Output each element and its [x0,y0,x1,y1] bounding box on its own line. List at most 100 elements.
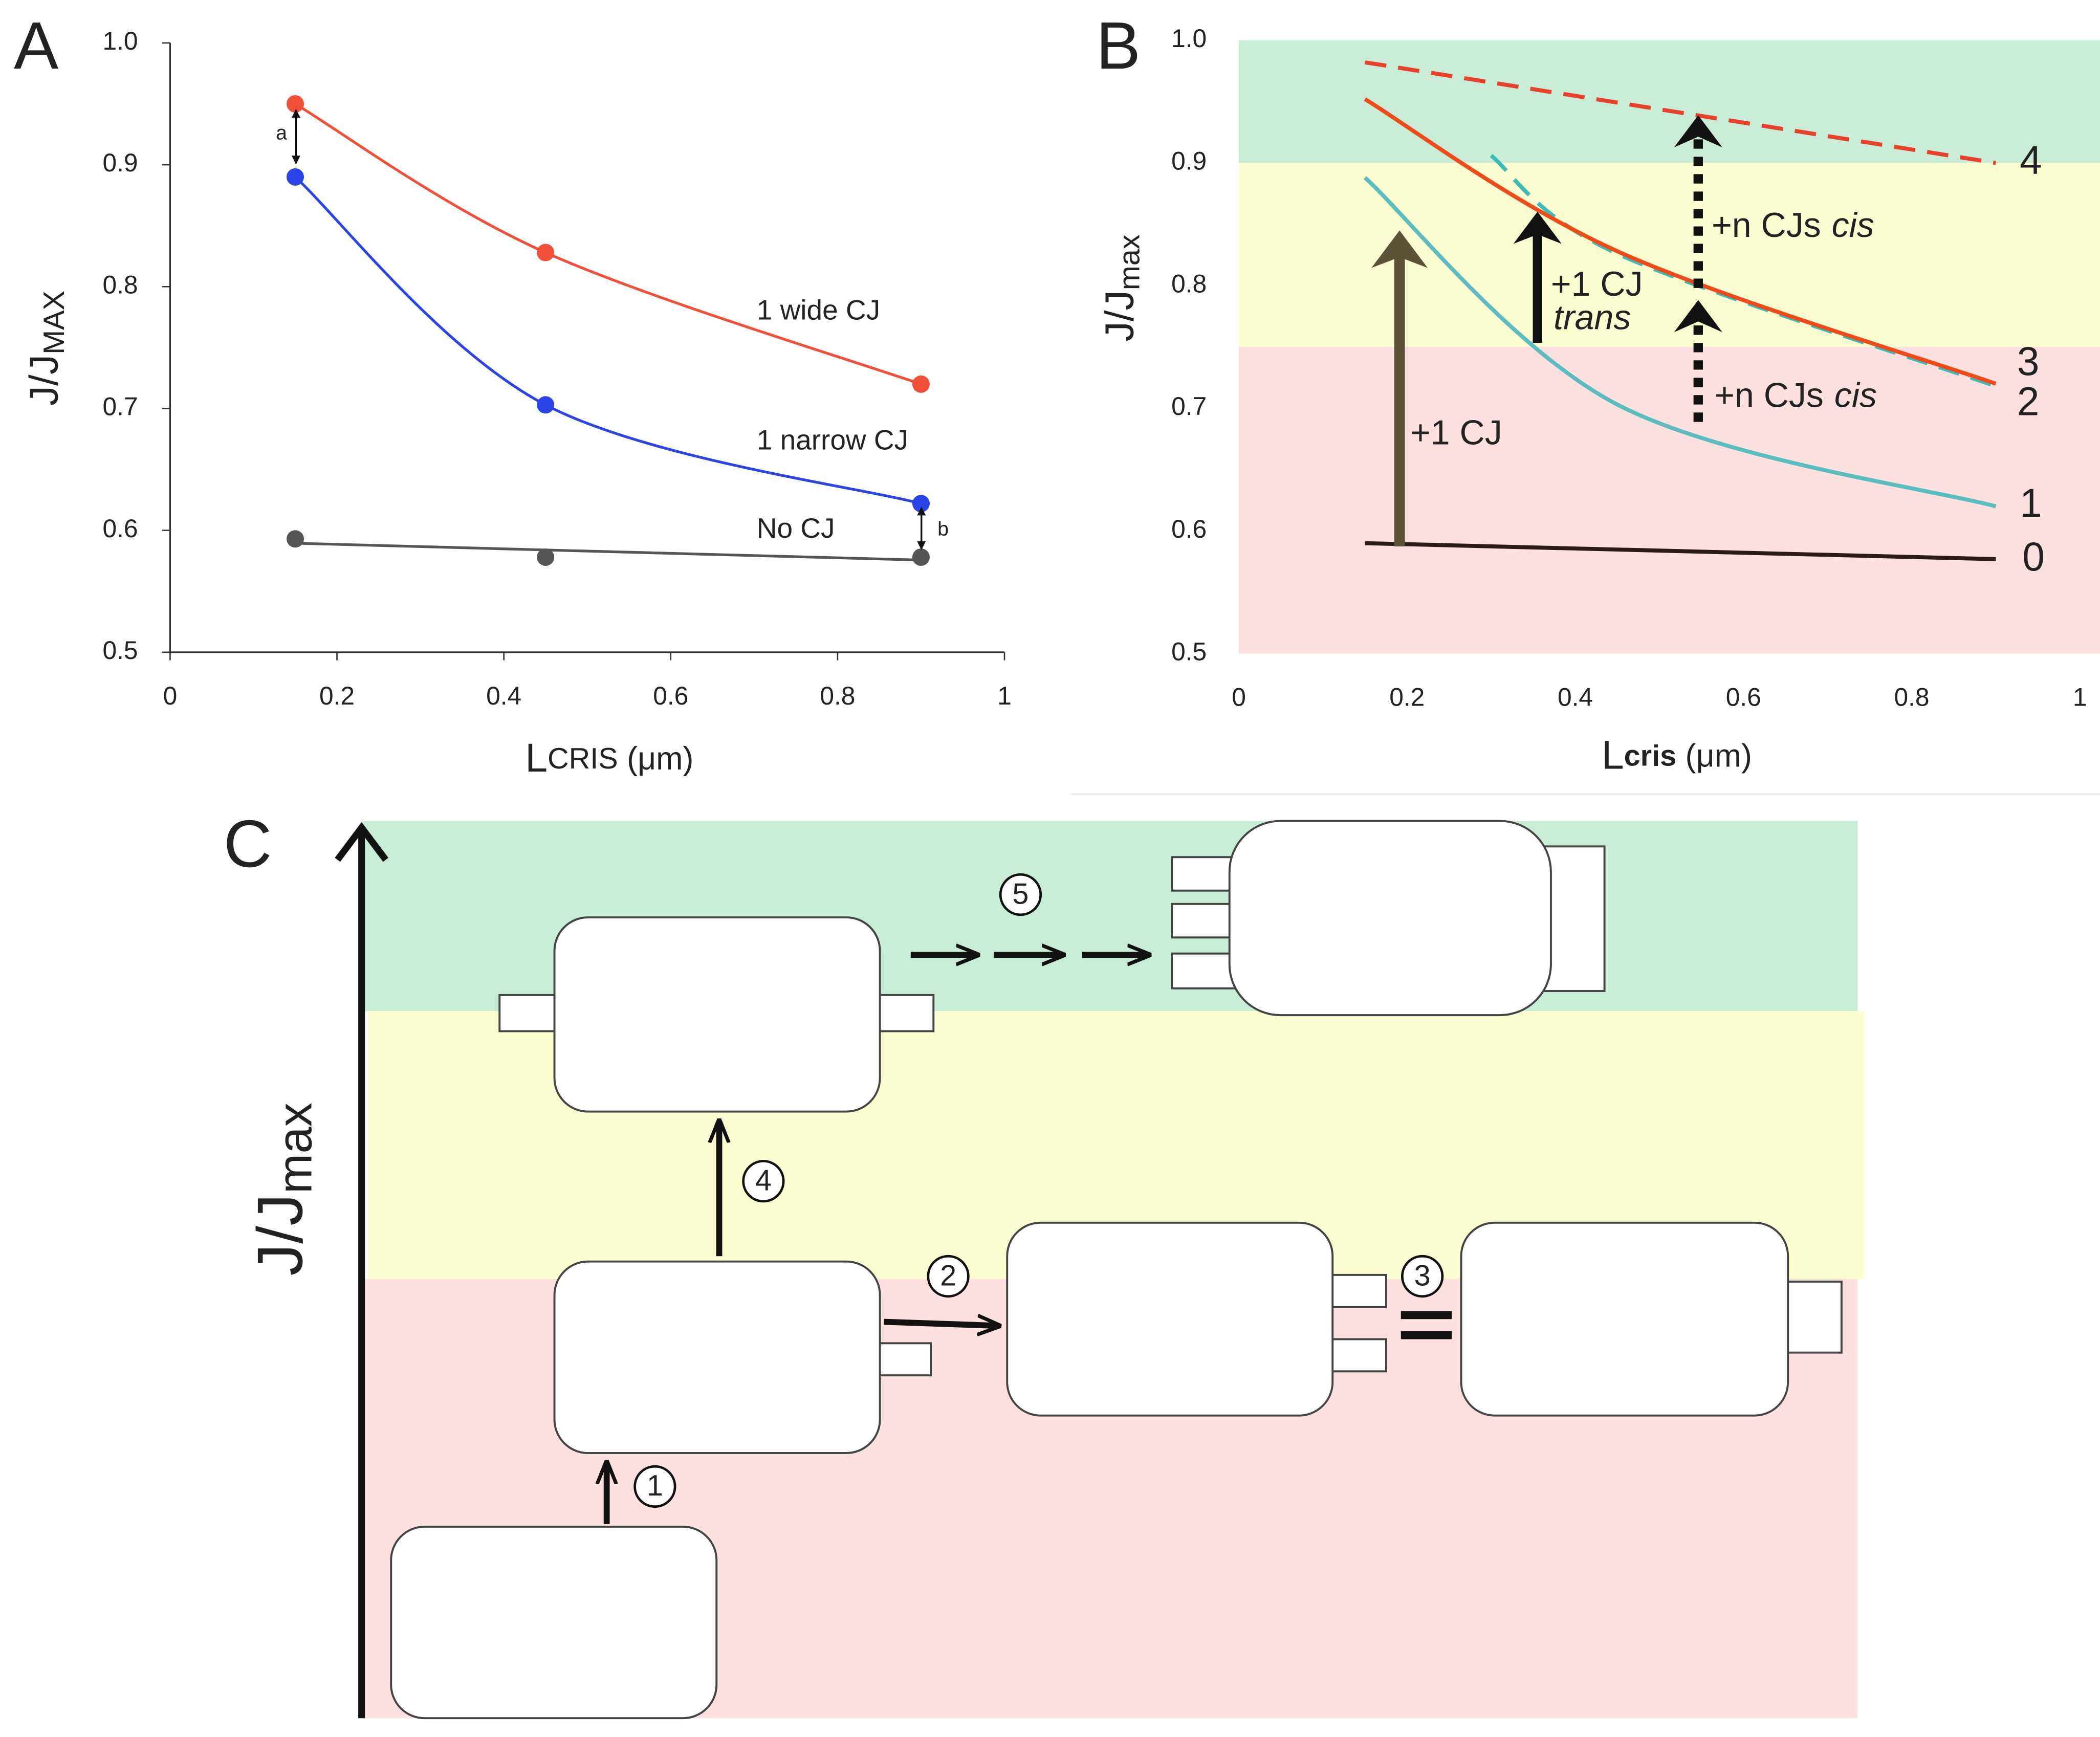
label-part: max [1113,234,1146,290]
y-axis-label: J/JMAX [21,291,71,406]
x-tick-label: 1 [997,681,1012,710]
x-tick-label: 0.2 [1389,683,1425,712]
crista [390,1525,718,1720]
step-number: 2 [940,1259,956,1292]
series-label: 1 narrow CJ [757,424,908,455]
fit-line [295,542,922,562]
panel-label: C [224,806,272,881]
label-part: +n CJs [1714,376,1824,414]
annotation: trans [1554,298,1631,337]
crista [553,1260,881,1454]
panel-b: 0.5 0.6 0.7 0.8 0.9 1.0 0 0.2 0.4 0.6 0.8 1 B J/Jmax L… [1096,8,2100,777]
x-tick-label: 0.4 [1558,683,1593,712]
series-label: 4 [2020,138,2042,183]
y-tick-label: 0.7 [1171,392,1207,421]
y-tick-label: 0.8 [102,270,138,299]
effect-arrow-head [1371,230,1428,268]
x-axis-label: Lcris (μm) [1602,732,1752,777]
crista [1460,1221,1789,1417]
x-tick-label: 0.8 [1894,683,1929,712]
y-tick-label: 0.9 [1171,147,1207,175]
label-part: (μm) [618,740,694,776]
series-label: No CJ [757,512,835,544]
label-part: CRIS [548,742,618,775]
y-tick-label: 0.5 [102,636,138,665]
series-line [1490,153,1997,388]
label-part: +n CJs [1712,206,1821,245]
panel-a: 0.5 0.6 0.7 0.8 0.9 1.0 0 0.2 0.4 0.6 0.8 1 A J/JMAX L… [14,8,1012,780]
x-axis-label: LCRIS (μm) [525,735,693,780]
annotation: +n CJs cis [1714,376,1877,414]
crista [1006,1221,1334,1417]
crista [1228,820,1552,1017]
step-number: 3 [1414,1259,1431,1292]
axis-label: J/Jmax [244,1103,322,1276]
series-line [1364,60,1996,165]
series-line [1365,541,1996,561]
data-point [537,244,555,261]
label-part: cis [1832,206,1874,245]
axis-arrow-head [335,822,389,862]
y-tick-label: 0.5 [1171,637,1207,666]
annotation: +1 CJ [1410,413,1502,452]
x-tick-label: 0.8 [820,681,855,710]
data-point [912,548,930,566]
step-number: 1 [647,1469,663,1502]
annotation: b [937,518,949,540]
series-line [1364,97,1997,386]
band [1239,40,2100,163]
effect-arrow-head [1674,300,1722,333]
series-line [1363,176,1997,509]
series-label: 1 [2020,480,2042,525]
data-point [286,95,304,113]
data-point [286,168,304,186]
annotation: a [276,121,287,144]
label-part: cis [1834,376,1877,414]
label-part: J/J [21,355,66,406]
crista [553,916,881,1113]
annotation: +1 CJ [1551,265,1643,303]
step-number: 5 [1012,877,1029,910]
data-point [912,375,930,393]
y-tick-label: 0.6 [1171,515,1207,543]
series-line [294,102,922,386]
effect-arrow-head [1674,115,1722,148]
data-point [537,396,555,414]
step-arrows [607,955,1452,1524]
data-point [286,530,304,548]
label-part: J/J [1097,290,1142,341]
series-label: 3 [2017,339,2040,384]
label-part: (μm) [1676,738,1752,774]
annotation: +n CJs cis [1712,206,1874,245]
label-part: L [1602,732,1624,777]
effect-arrow-head [1513,211,1562,244]
x-tick-label: 1 [2073,683,2087,712]
x-tick-label: 0.6 [653,681,688,710]
series-label: 2 [2017,379,2040,424]
panel-label: A [14,8,59,83]
x-tick-label: 0.4 [486,681,521,710]
y-tick-label: 0.7 [102,392,138,421]
x-tick-label: 0 [1232,683,1246,712]
y-tick-label: 1.0 [1171,24,1207,53]
band [1239,347,2100,654]
label-part: cris [1624,740,1676,773]
y-tick-label: 0.6 [102,514,138,543]
x-tick-label: 0.2 [319,681,355,710]
y-tick-label: 0.9 [102,148,138,177]
x-tick-label: 0.6 [1726,683,1761,712]
series-label: 0 [2022,534,2045,579]
data-point [537,548,555,566]
step-number: 4 [755,1164,772,1197]
x-tick-label: 0 [163,681,178,710]
y-tick-label: 1.0 [102,27,138,55]
label-part: L [525,735,548,780]
step-circles [633,873,1444,1508]
y-axis-label: J/Jmax [1097,234,1146,341]
y-tick-label: 0.8 [1171,269,1207,298]
label-part: MAX [38,291,71,355]
panel-c: C J/Jmax [224,806,1865,1720]
series-label: 1 wide CJ [757,294,880,326]
panel-label: B [1096,8,1141,83]
